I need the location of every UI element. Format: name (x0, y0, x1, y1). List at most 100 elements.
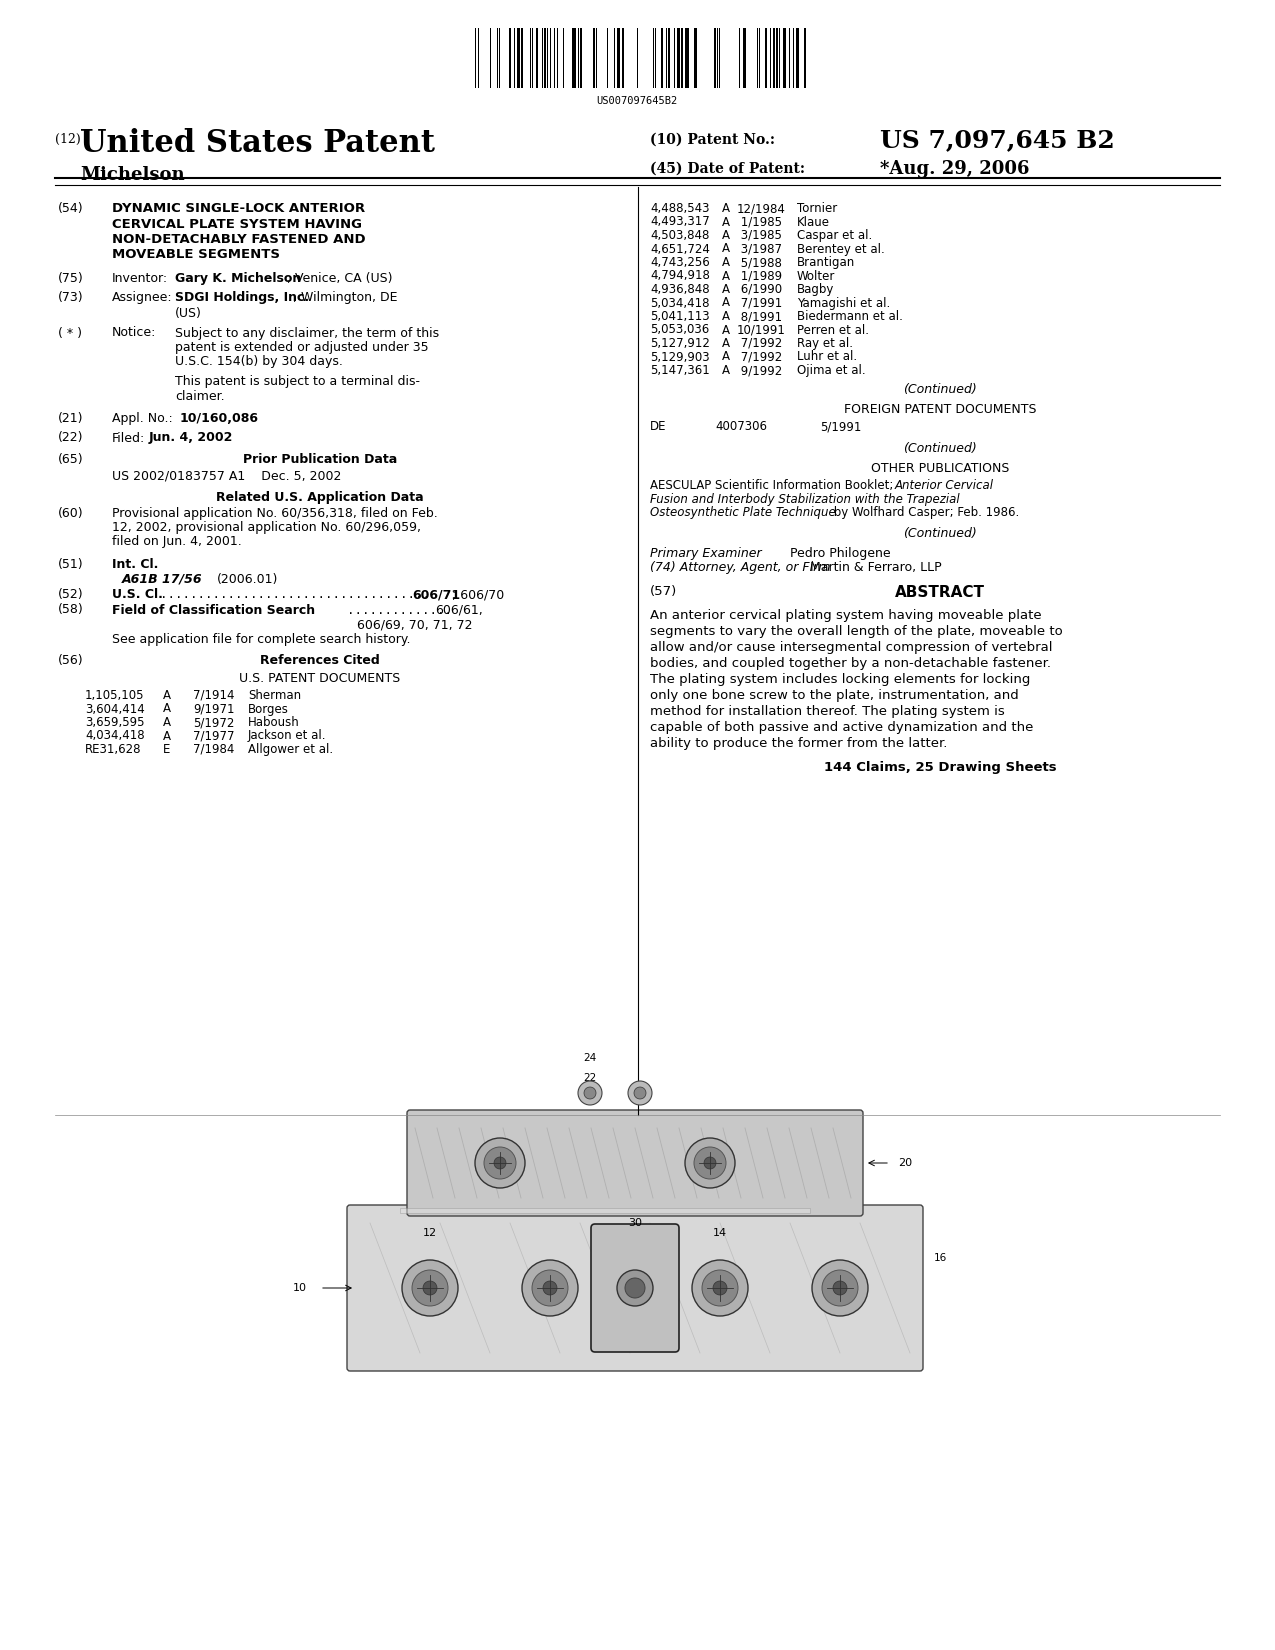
Text: (73): (73) (57, 292, 84, 305)
Text: Yamagishi et al.: Yamagishi et al. (797, 297, 890, 310)
Text: 10/1991: 10/1991 (737, 323, 785, 337)
Text: Primary Examiner: Primary Examiner (650, 548, 761, 559)
Text: Fusion and Interbody Stabilization with the Trapezial: Fusion and Interbody Stabilization with … (650, 492, 960, 505)
Text: A: A (722, 337, 731, 350)
Text: (45) Date of Patent:: (45) Date of Patent: (650, 162, 805, 177)
Circle shape (543, 1280, 557, 1295)
Text: 4,794,918: 4,794,918 (650, 269, 710, 282)
Text: 1/1985: 1/1985 (737, 216, 782, 228)
Circle shape (584, 1087, 595, 1099)
Text: United States Patent: United States Patent (80, 129, 435, 158)
Text: (60): (60) (57, 507, 84, 520)
Circle shape (704, 1157, 717, 1168)
Text: OTHER PUBLICATIONS: OTHER PUBLICATIONS (871, 462, 1010, 475)
Circle shape (493, 1157, 506, 1168)
Text: A: A (722, 323, 731, 337)
Text: Jun. 4, 2002: Jun. 4, 2002 (149, 432, 233, 444)
Text: Tornier: Tornier (797, 201, 838, 214)
Text: 3,604,414: 3,604,414 (85, 703, 145, 716)
Circle shape (812, 1261, 868, 1317)
Text: 1,105,105: 1,105,105 (85, 690, 144, 701)
Circle shape (423, 1280, 437, 1295)
Text: AESCULAP Scientific Information Booklet;: AESCULAP Scientific Information Booklet; (650, 478, 898, 492)
Text: filed on Jun. 4, 2001.: filed on Jun. 4, 2001. (112, 536, 242, 548)
Bar (681, 28, 683, 87)
Text: 4,743,256: 4,743,256 (650, 256, 710, 269)
Text: Assignee:: Assignee: (112, 292, 172, 305)
Text: A: A (722, 201, 731, 214)
Text: Michelson: Michelson (80, 167, 185, 185)
Text: A: A (163, 703, 171, 716)
Text: Osteosynthetic Plate Technique: Osteosynthetic Plate Technique (650, 507, 835, 520)
Text: (54): (54) (57, 201, 84, 214)
Text: (21): (21) (57, 412, 83, 426)
Circle shape (484, 1147, 516, 1180)
Bar (694, 28, 697, 87)
Text: A: A (722, 243, 731, 256)
Circle shape (521, 1261, 578, 1317)
Circle shape (532, 1270, 567, 1307)
Text: Perren et al.: Perren et al. (797, 323, 870, 337)
Text: Ojima et al.: Ojima et al. (797, 365, 866, 376)
Text: 5,053,036: 5,053,036 (650, 323, 709, 337)
Bar (783, 28, 785, 87)
Text: ability to produce the former from the latter.: ability to produce the former from the l… (650, 736, 947, 749)
Text: 606/71: 606/71 (412, 587, 460, 601)
Bar (617, 28, 620, 87)
Text: RE31,628: RE31,628 (85, 742, 142, 756)
Text: (Continued): (Continued) (903, 528, 977, 541)
Text: (Continued): (Continued) (903, 383, 977, 396)
Text: 3/1987: 3/1987 (737, 243, 782, 256)
Text: Wolter: Wolter (797, 269, 835, 282)
Bar (572, 28, 576, 87)
Text: 5,129,903: 5,129,903 (650, 350, 710, 363)
Text: Jackson et al.: Jackson et al. (249, 729, 326, 742)
Circle shape (703, 1270, 738, 1307)
Text: 4,651,724: 4,651,724 (650, 243, 710, 256)
Text: only one bone screw to the plate, instrumentation, and: only one bone screw to the plate, instru… (650, 688, 1019, 701)
Text: Appl. No.:: Appl. No.: (112, 412, 172, 426)
Circle shape (634, 1087, 646, 1099)
Circle shape (476, 1138, 525, 1188)
FancyBboxPatch shape (347, 1204, 923, 1371)
Text: (22): (22) (57, 432, 83, 444)
Text: 1/1989: 1/1989 (737, 269, 782, 282)
Bar (521, 28, 523, 87)
Text: Biedermann et al.: Biedermann et al. (797, 310, 903, 323)
Text: FOREIGN PATENT DOCUMENTS: FOREIGN PATENT DOCUMENTS (844, 403, 1037, 416)
Text: Subject to any disclaimer, the term of this: Subject to any disclaimer, the term of t… (175, 327, 439, 340)
Text: 24: 24 (584, 1053, 597, 1063)
Text: 5/1991: 5/1991 (820, 421, 862, 434)
Text: Luhr et al.: Luhr et al. (797, 350, 857, 363)
Bar (536, 28, 538, 87)
Text: Borges: Borges (249, 703, 289, 716)
Text: 9/1992: 9/1992 (737, 365, 783, 376)
Text: ....................................: .................................... (159, 587, 430, 601)
Text: Berentey et al.: Berentey et al. (797, 243, 885, 256)
Text: 5,147,361: 5,147,361 (650, 365, 710, 376)
Text: A: A (722, 297, 731, 310)
Text: 7/1984: 7/1984 (193, 742, 235, 756)
Text: A: A (722, 350, 731, 363)
Bar (776, 28, 778, 87)
Text: *Aug. 29, 2006: *Aug. 29, 2006 (880, 160, 1029, 178)
FancyBboxPatch shape (592, 1224, 680, 1351)
Text: US 2002/0183757 A1    Dec. 5, 2002: US 2002/0183757 A1 Dec. 5, 2002 (112, 470, 342, 482)
Text: allow and/or cause intersegmental compression of vertebral: allow and/or cause intersegmental compre… (650, 640, 1052, 653)
Text: 4,936,848: 4,936,848 (650, 284, 710, 295)
Text: Field of Classification Search: Field of Classification Search (112, 604, 315, 617)
Text: 7/1914: 7/1914 (193, 690, 235, 701)
Text: SDGI Holdings, Inc.: SDGI Holdings, Inc. (175, 292, 309, 305)
Text: 12, 2002, provisional application No. 60/296,059,: 12, 2002, provisional application No. 60… (112, 521, 421, 535)
Text: A: A (722, 365, 731, 376)
Bar (668, 28, 669, 87)
Bar (544, 28, 546, 87)
Text: 7/1991: 7/1991 (737, 297, 783, 310)
Text: 7/1992: 7/1992 (737, 350, 783, 363)
Text: 4,503,848: 4,503,848 (650, 229, 709, 243)
Text: 10: 10 (293, 1284, 307, 1294)
Circle shape (822, 1270, 858, 1307)
Text: A: A (722, 284, 731, 295)
Text: (2006.01): (2006.01) (217, 573, 278, 586)
Text: The plating system includes locking elements for locking: The plating system includes locking elem… (650, 673, 1030, 685)
